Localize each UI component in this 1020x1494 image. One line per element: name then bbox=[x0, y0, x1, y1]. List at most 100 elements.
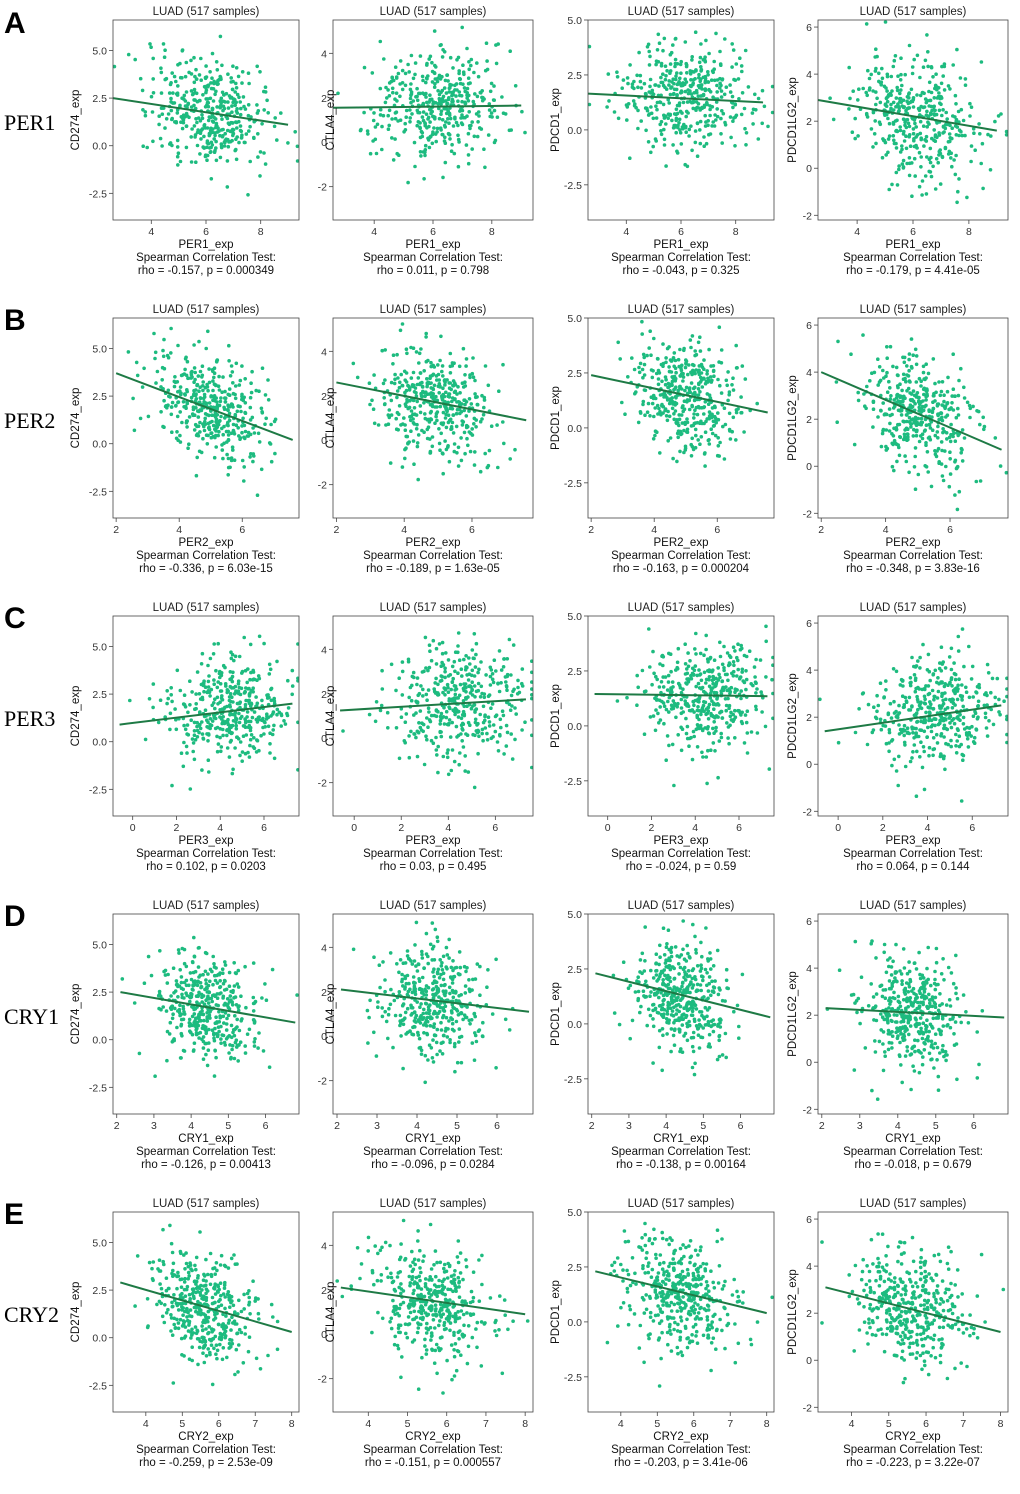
scatter-point bbox=[905, 460, 909, 464]
scatter-point bbox=[453, 152, 457, 156]
scatter-point bbox=[961, 459, 965, 463]
scatter-point bbox=[751, 111, 755, 115]
scatter-point bbox=[421, 79, 425, 83]
scatter-point bbox=[199, 137, 203, 141]
scatter-point bbox=[733, 649, 737, 653]
scatter-point bbox=[473, 703, 477, 707]
scatter-point bbox=[666, 439, 670, 443]
scatter-point bbox=[672, 784, 676, 788]
scatter-point bbox=[910, 365, 914, 369]
scatter-point bbox=[174, 404, 178, 408]
scatter-point bbox=[658, 451, 662, 455]
scatter-point bbox=[630, 356, 634, 360]
scatter-point bbox=[227, 359, 231, 363]
scatter-point bbox=[440, 109, 444, 113]
scatter-point bbox=[191, 93, 195, 97]
scatter-point bbox=[659, 718, 663, 722]
scatter-point bbox=[483, 166, 487, 170]
scatter-point bbox=[231, 370, 235, 374]
scatter-point bbox=[918, 185, 922, 189]
scatter-point bbox=[241, 750, 245, 754]
scatter-point bbox=[161, 425, 165, 429]
scatter-point bbox=[719, 732, 723, 736]
scatter-point bbox=[216, 686, 220, 690]
scatter-point bbox=[699, 77, 703, 81]
scatter-point bbox=[474, 653, 478, 657]
scatter-point bbox=[206, 97, 210, 101]
scatter-point bbox=[885, 428, 889, 432]
scatter-point bbox=[165, 117, 169, 121]
plot-title: LUAD (517 samples) bbox=[860, 602, 967, 614]
scatter-point bbox=[900, 84, 904, 88]
scatter-point bbox=[443, 670, 447, 674]
scatter-point bbox=[459, 732, 463, 736]
scatter-point bbox=[244, 669, 248, 673]
scatter-point bbox=[185, 61, 189, 65]
scatter-point bbox=[996, 677, 1000, 681]
scatter-point bbox=[235, 735, 239, 739]
scatter-point bbox=[466, 425, 470, 429]
scatter-point bbox=[916, 133, 920, 137]
scatter-point bbox=[678, 77, 682, 81]
scatter-point bbox=[940, 411, 944, 415]
scatter-point bbox=[186, 723, 190, 727]
scatter-point bbox=[643, 732, 647, 736]
scatter-point bbox=[269, 423, 273, 427]
scatter-point bbox=[468, 397, 472, 401]
scatter-point bbox=[178, 410, 182, 414]
scatter-point bbox=[213, 394, 217, 398]
scatter-point bbox=[494, 669, 498, 673]
scatter-point bbox=[702, 653, 706, 657]
scatter-point bbox=[223, 666, 227, 670]
scatter-point bbox=[710, 380, 714, 384]
scatter-point bbox=[959, 367, 963, 371]
scatter-point bbox=[884, 103, 888, 107]
scatter-point bbox=[650, 112, 654, 116]
scatter-point bbox=[959, 451, 963, 455]
scatter-point bbox=[462, 682, 466, 686]
scatter-point bbox=[401, 670, 405, 674]
scatter-point bbox=[190, 105, 194, 109]
scatter-point bbox=[674, 62, 678, 66]
scatter-point bbox=[670, 119, 674, 123]
scatter-point bbox=[196, 735, 200, 739]
x-tick-label: 6 bbox=[492, 822, 498, 834]
scatter-point bbox=[639, 74, 643, 78]
x-tick-label: 4 bbox=[623, 226, 629, 238]
row-gene-label: PER3 bbox=[4, 706, 55, 731]
scatter-point bbox=[688, 128, 692, 132]
scatter-point bbox=[441, 423, 445, 427]
scatter-point bbox=[199, 397, 203, 401]
scatter-point bbox=[233, 746, 237, 750]
scatter-point bbox=[735, 366, 739, 370]
scatter-point bbox=[217, 742, 221, 746]
scatter-point bbox=[508, 638, 512, 642]
scatter-point bbox=[414, 736, 418, 740]
scatter-point bbox=[698, 442, 702, 446]
scatter-point bbox=[707, 717, 711, 721]
scatter-point bbox=[173, 75, 177, 79]
scatter-point bbox=[668, 415, 672, 419]
scatter-point bbox=[684, 115, 688, 119]
scatter-point bbox=[690, 149, 694, 153]
scatter-point bbox=[705, 369, 709, 373]
scatter-point bbox=[228, 703, 232, 707]
scatter-point bbox=[670, 80, 674, 84]
scatter-point bbox=[441, 55, 445, 59]
scatter-point bbox=[230, 456, 234, 460]
scatter-point bbox=[905, 413, 909, 417]
scatter-point bbox=[220, 64, 224, 68]
y-tick-label: 0 bbox=[806, 461, 812, 473]
scatter-point bbox=[636, 109, 640, 113]
scatter-point bbox=[641, 376, 645, 380]
scatter-point bbox=[372, 373, 376, 377]
scatter-point bbox=[913, 465, 917, 469]
scatter-point bbox=[425, 385, 429, 389]
scatter-point bbox=[488, 115, 492, 119]
scatter-point bbox=[707, 348, 711, 352]
scatter-point bbox=[226, 421, 230, 425]
scatter-point bbox=[412, 99, 416, 103]
scatter-point bbox=[654, 104, 658, 108]
scatter-point bbox=[251, 416, 255, 420]
scatter-point bbox=[264, 162, 268, 166]
